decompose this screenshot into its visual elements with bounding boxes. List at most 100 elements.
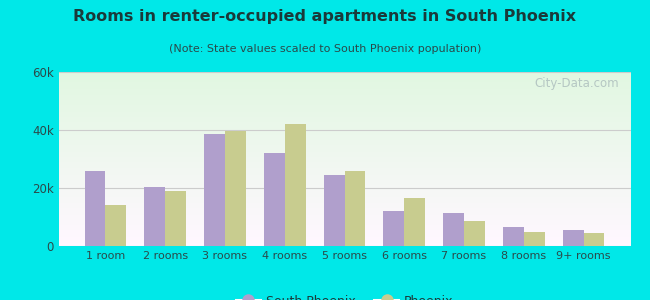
Bar — [58, 159, 630, 161]
Bar — [58, 117, 630, 119]
Bar — [563, 230, 584, 246]
Bar — [58, 185, 630, 187]
Bar — [285, 124, 306, 246]
Bar — [58, 164, 630, 166]
Bar — [58, 105, 630, 107]
Bar — [204, 134, 225, 246]
Bar — [58, 133, 630, 135]
Bar — [344, 171, 365, 246]
Legend: South Phoenix, Phoenix: South Phoenix, Phoenix — [231, 290, 458, 300]
Bar — [404, 198, 425, 246]
Bar — [58, 142, 630, 143]
Text: City-Data.com: City-Data.com — [534, 77, 619, 90]
Bar — [58, 197, 630, 199]
Bar — [58, 209, 630, 211]
Bar — [58, 140, 630, 142]
Bar — [58, 96, 630, 98]
Bar — [58, 74, 630, 76]
Bar — [58, 124, 630, 126]
Bar — [58, 116, 630, 117]
Bar — [58, 239, 630, 241]
Bar — [58, 242, 630, 244]
Bar — [58, 178, 630, 180]
Bar — [58, 236, 630, 237]
Bar — [58, 189, 630, 190]
Bar — [58, 102, 630, 103]
Bar — [58, 202, 630, 204]
Bar — [58, 81, 630, 82]
Bar — [58, 93, 630, 94]
Bar — [58, 91, 630, 93]
Bar — [58, 119, 630, 121]
Bar — [58, 131, 630, 133]
Bar — [58, 154, 630, 155]
Bar — [58, 190, 630, 192]
Text: Rooms in renter-occupied apartments in South Phoenix: Rooms in renter-occupied apartments in S… — [73, 9, 577, 24]
Bar — [58, 72, 630, 74]
Bar — [58, 176, 630, 178]
Bar — [503, 227, 524, 246]
Bar — [58, 126, 630, 128]
Bar — [58, 157, 630, 159]
Bar — [58, 201, 630, 203]
Bar — [58, 192, 630, 194]
Bar — [58, 175, 630, 176]
Bar — [58, 196, 630, 197]
Bar — [58, 147, 630, 148]
Bar — [58, 86, 630, 88]
Bar — [58, 109, 630, 110]
Bar — [165, 191, 186, 246]
Bar — [58, 152, 630, 154]
Bar — [58, 128, 630, 129]
Bar — [58, 227, 630, 229]
Bar — [264, 153, 285, 246]
Bar — [58, 171, 630, 173]
Bar — [464, 221, 485, 246]
Bar — [58, 215, 630, 216]
Bar — [58, 237, 630, 239]
Bar — [58, 232, 630, 234]
Bar — [58, 135, 630, 137]
Bar — [58, 76, 630, 77]
Bar — [225, 131, 246, 246]
Bar — [58, 129, 630, 131]
Bar — [58, 244, 630, 246]
Bar — [58, 206, 630, 208]
Bar — [58, 155, 630, 157]
Bar — [58, 187, 630, 189]
Bar — [144, 187, 165, 246]
Bar — [58, 84, 630, 86]
Bar — [58, 213, 630, 215]
Text: (Note: State values scaled to South Phoenix population): (Note: State values scaled to South Phoe… — [169, 44, 481, 53]
Bar — [58, 161, 630, 163]
Bar — [58, 94, 630, 96]
Bar — [58, 150, 630, 152]
Bar — [584, 233, 605, 246]
Bar — [524, 232, 545, 246]
Bar — [58, 138, 630, 140]
Bar — [58, 143, 630, 145]
Bar — [58, 199, 630, 201]
Bar — [58, 216, 630, 218]
Bar — [58, 241, 630, 242]
Bar — [58, 183, 630, 185]
Bar — [58, 88, 630, 89]
Bar — [58, 168, 630, 169]
Bar — [58, 103, 630, 105]
Bar — [58, 194, 630, 196]
Bar — [58, 225, 630, 227]
Bar — [58, 204, 630, 206]
Bar — [384, 211, 404, 246]
Bar — [58, 100, 630, 102]
Bar — [58, 211, 630, 213]
Bar — [58, 82, 630, 84]
Bar — [58, 112, 630, 114]
Bar — [58, 230, 630, 232]
Bar — [58, 173, 630, 175]
Bar — [105, 206, 126, 246]
Bar — [58, 107, 630, 109]
Bar — [58, 110, 630, 112]
Bar — [58, 136, 630, 138]
Bar — [58, 163, 630, 164]
Bar — [84, 171, 105, 246]
